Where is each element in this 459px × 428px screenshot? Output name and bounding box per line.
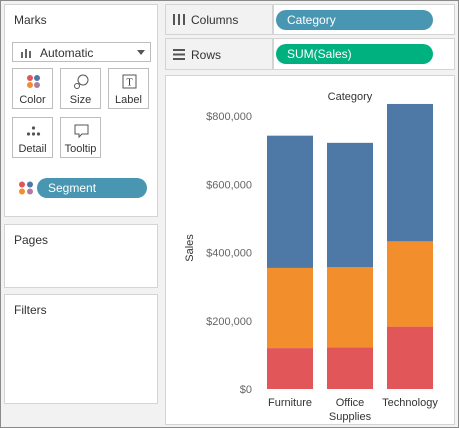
bar-segment xyxy=(387,241,433,327)
bar-segment xyxy=(267,267,313,349)
color-card-label: Color xyxy=(19,94,46,106)
columns-shelf-label: Columns xyxy=(165,4,273,35)
y-tick-label: $600,000 xyxy=(206,179,252,191)
y-tick-label: $400,000 xyxy=(206,248,252,260)
x-tick-label: Supplies xyxy=(329,411,372,423)
tooltip-icon xyxy=(74,124,89,139)
filters-title: Filters xyxy=(14,303,47,317)
color-legend-icon xyxy=(19,181,33,195)
size-card[interactable]: Size xyxy=(60,68,101,109)
y-tick-label: $200,000 xyxy=(206,316,252,328)
columns-shelf[interactable]: Category xyxy=(273,4,455,35)
worksheet-view: Category Sales $0 $200,000 $400,000 $600,000 $… xyxy=(165,75,455,425)
svg-text:T: T xyxy=(126,78,132,89)
tooltip-card[interactable]: Tooltip xyxy=(60,117,101,158)
tooltip-card-label: Tooltip xyxy=(64,143,97,155)
bar-segment xyxy=(387,103,433,242)
rows-shelf-label: Rows xyxy=(165,38,273,70)
stacked-bar-chart: Category Sales $0 $200,000 $400,000 $600,000 $… xyxy=(184,91,438,423)
y-tick-label: $0 xyxy=(240,384,252,396)
bar-segment xyxy=(387,326,433,389)
detail-icon xyxy=(26,126,41,136)
mark-type-dropdown[interactable]: Automatic xyxy=(12,42,151,62)
size-icon xyxy=(74,74,89,89)
color-card[interactable]: Color xyxy=(12,68,53,109)
x-tick-label: Office xyxy=(336,397,365,409)
category-pill[interactable]: Category xyxy=(276,10,433,30)
chevron-down-icon xyxy=(137,50,145,55)
pages-shelf[interactable]: Pages xyxy=(4,224,158,288)
detail-card[interactable]: Detail xyxy=(12,117,53,158)
bar-segment xyxy=(327,347,373,389)
chart-title: Category xyxy=(328,91,373,103)
mark-type-value: Automatic xyxy=(40,46,94,60)
label-icon: T xyxy=(122,74,137,89)
segment-color-pill[interactable]: Segment xyxy=(37,178,147,198)
marks-card-panel: Marks Automatic Color Size T Label xyxy=(4,4,158,217)
x-tick-label: Technology xyxy=(382,397,438,409)
bar-segment xyxy=(267,135,313,268)
bar-chart-icon xyxy=(21,49,31,58)
sum-sales-pill[interactable]: SUM(Sales) xyxy=(276,44,433,64)
pages-title: Pages xyxy=(14,233,49,247)
x-tick-label: Furniture xyxy=(268,397,312,409)
label-card[interactable]: T Label xyxy=(108,68,149,109)
columns-icon xyxy=(173,14,185,25)
marks-title: Marks xyxy=(14,13,47,27)
columns-label: Columns xyxy=(191,13,239,27)
y-tick-label: $800,000 xyxy=(206,111,252,123)
filters-shelf[interactable]: Filters xyxy=(4,294,158,404)
detail-card-label: Detail xyxy=(18,143,47,155)
size-card-label: Size xyxy=(69,94,92,106)
rows-icon xyxy=(173,49,185,60)
y-axis-label: Sales xyxy=(184,234,196,262)
color-icon xyxy=(27,75,40,88)
rows-shelf[interactable]: SUM(Sales) xyxy=(273,38,455,70)
bar-segment xyxy=(267,348,313,389)
label-card-label: Label xyxy=(115,94,142,106)
rows-label: Rows xyxy=(191,48,222,62)
bar-segment xyxy=(327,267,373,348)
bar-segment xyxy=(327,142,373,268)
